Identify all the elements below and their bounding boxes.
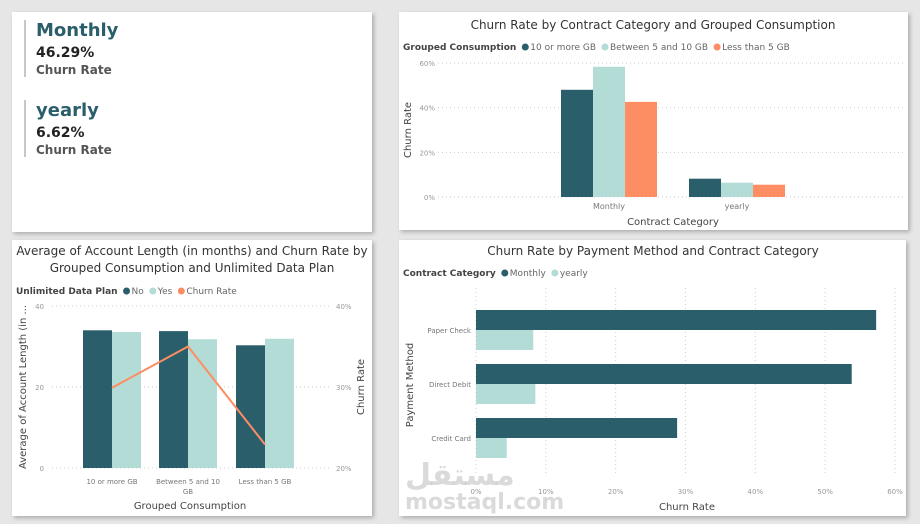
- chart-title: Churn Rate by Payment Method and Contrac…: [487, 244, 818, 258]
- kpi-label: Churn Rate: [36, 63, 112, 77]
- bar: [721, 182, 753, 197]
- bar: [561, 89, 593, 197]
- x-tick-label: 50%: [817, 488, 833, 496]
- legend-title: Grouped Consumption: [403, 43, 516, 53]
- x-axis-title: Churn Rate: [659, 502, 715, 513]
- bar: [593, 66, 625, 197]
- chart-title: Grouped Consumption and Unlimited Data P…: [50, 261, 335, 275]
- kpi-label: Churn Rate: [36, 143, 112, 157]
- kpi-value: 46.29%: [36, 45, 95, 61]
- legend-item: Less than 5 GB: [722, 43, 790, 53]
- y2-tick-label: 30%: [336, 384, 352, 392]
- y-tick-label: 60%: [419, 60, 435, 68]
- kpi-card: Monthly 46.29% Churn Rate yearly 6.62% C…: [12, 12, 372, 232]
- legend-marker: [177, 287, 185, 295]
- x-tick-label: 30%: [678, 488, 694, 496]
- x-tick-label: 20%: [608, 488, 624, 496]
- legend-title: Unlimited Data Plan: [16, 287, 118, 297]
- chart-account-length[interactable]: Average of Account Length (in months) an…: [12, 240, 372, 516]
- legend-item: Yes: [157, 287, 173, 297]
- y-tick-label: 40: [35, 303, 44, 311]
- x-tick-label: Between 5 and 10: [156, 478, 220, 486]
- bar: [159, 331, 188, 468]
- y-tick-label: 0: [40, 465, 44, 473]
- bar: [476, 330, 534, 350]
- chart-contract-consumption[interactable]: Churn Rate by Contract Category and Grou…: [399, 12, 908, 230]
- legend-item: No: [132, 287, 145, 297]
- x-tick-label: GB: [183, 488, 193, 496]
- bar: [112, 331, 141, 468]
- bar: [476, 310, 877, 330]
- x-tick-label: 60%: [887, 488, 903, 496]
- kpi-monthly: Monthly 46.29% Churn Rate: [24, 20, 118, 77]
- churn-rate-line: [111, 345, 266, 446]
- bar: [476, 384, 536, 404]
- bar: [476, 364, 852, 384]
- bar: [625, 101, 657, 197]
- y-axis-title: Average of Account Length (in ...: [18, 305, 29, 469]
- kpi-title: Monthly: [36, 20, 119, 41]
- y-tick-label: 40%: [419, 105, 435, 113]
- chart-payment-method[interactable]: Churn Rate by Payment Method and Contrac…: [399, 240, 906, 516]
- y-tick-label: 20%: [419, 149, 435, 157]
- x-axis-title: Grouped Consumption: [134, 501, 246, 512]
- x-tick-label: 0%: [470, 488, 481, 496]
- legend-marker: [521, 43, 529, 51]
- legend-item: Churn Rate: [186, 287, 237, 297]
- y2-tick-label: 20%: [336, 465, 352, 473]
- y-tick-label: Credit Card: [431, 435, 471, 443]
- legend-marker: [501, 269, 509, 277]
- legend-marker: [149, 287, 157, 295]
- legend-marker: [601, 43, 609, 51]
- chart-svg: Average of Account Length (in months) an…: [16, 244, 368, 512]
- y-tick-label: 0%: [424, 194, 435, 202]
- bar: [83, 330, 112, 468]
- bar: [689, 178, 721, 197]
- legend-item: Between 5 and 10 GB: [610, 43, 708, 53]
- y-tick-label: Paper Check: [427, 327, 472, 335]
- x-tick-label: 10%: [538, 488, 554, 496]
- watermark-logo: مستقل mostaql.com: [405, 458, 565, 515]
- legend-item: yearly: [560, 269, 589, 279]
- y2-axis-title: Churn Rate: [356, 359, 367, 415]
- kpi-value: 6.62%: [36, 125, 85, 141]
- bar: [476, 438, 507, 458]
- kpi-yearly: yearly 6.62% Churn Rate: [24, 100, 112, 157]
- bar: [265, 338, 294, 468]
- y-tick-label: 20: [35, 384, 44, 392]
- y2-tick-label: 40%: [336, 303, 352, 311]
- legend-title: Contract Category: [403, 269, 496, 279]
- y-axis-title: Churn Rate: [403, 102, 414, 158]
- legend-marker: [713, 43, 721, 51]
- chart-svg: Churn Rate by Payment Method and Contrac…: [403, 244, 903, 513]
- bar: [236, 345, 265, 468]
- legend-marker: [123, 287, 131, 295]
- x-tick-label: Monthly: [593, 202, 625, 211]
- chart-svg: Churn Rate by Contract Category and Grou…: [403, 18, 903, 228]
- chart-title: Average of Account Length (in months) an…: [16, 244, 367, 258]
- x-tick-label: 10 or more GB: [86, 478, 137, 486]
- x-tick-label: yearly: [725, 202, 750, 211]
- x-tick-label: 40%: [748, 488, 764, 496]
- bar: [188, 339, 217, 468]
- x-tick-label: Less than 5 GB: [239, 478, 292, 486]
- y-tick-label: Direct Debit: [429, 381, 471, 389]
- bar: [476, 418, 678, 438]
- legend-marker: [551, 269, 559, 277]
- legend-item: Monthly: [510, 269, 547, 279]
- chart-title: Churn Rate by Contract Category and Grou…: [471, 18, 836, 32]
- x-axis-title: Contract Category: [627, 217, 719, 228]
- legend-item: 10 or more GB: [530, 43, 596, 53]
- kpi-title: yearly: [36, 100, 99, 121]
- y-axis-title: Payment Method: [405, 343, 416, 427]
- bar: [753, 184, 785, 197]
